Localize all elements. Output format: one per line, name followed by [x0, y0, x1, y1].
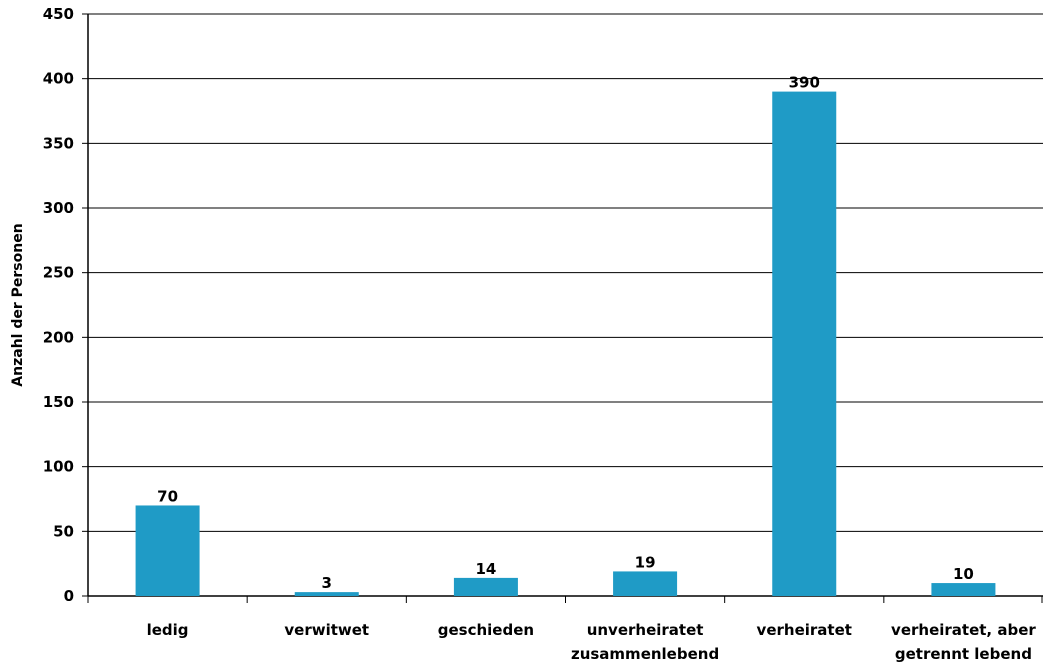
data-label: 70 [157, 487, 178, 505]
y-tick-label: 200 [43, 328, 74, 346]
y-tick-label: 300 [43, 199, 74, 217]
x-tick-label: unverheiratet zusammenlebend [571, 621, 719, 663]
y-tick-label: 350 [43, 134, 74, 152]
data-label: 19 [635, 553, 656, 571]
data-label: 390 [789, 74, 820, 92]
x-tick-label: verheiratet [757, 621, 852, 639]
bars [135, 91, 996, 596]
labels: 0 50 100 150 200 250 300 350 400 450 70 ledig 3 verwi… [43, 5, 1037, 663]
y-tick-label: 450 [43, 5, 74, 23]
x-tick-label: verwitwet [284, 621, 369, 639]
y-axis-title: Anzahl der Personen [10, 223, 26, 386]
x-tick-label: verheiratet, aber getrennt lebend [891, 621, 1036, 663]
bar [453, 577, 518, 596]
bar [135, 505, 200, 596]
bar [772, 91, 837, 596]
data-label: 14 [475, 560, 496, 578]
y-tick-label: 400 [43, 70, 74, 88]
y-tick-label: 250 [43, 264, 74, 282]
y-tick-label: 100 [43, 458, 74, 476]
axes [82, 13, 1043, 603]
gridlines [88, 13, 1043, 532]
y-tick-label: 0 [64, 587, 74, 605]
data-label: 10 [953, 565, 974, 583]
bar [931, 583, 996, 596]
x-tick-label: geschieden [438, 621, 534, 639]
bar [613, 571, 678, 596]
y-tick-label: 50 [53, 522, 74, 540]
x-tick-label: ledig [147, 621, 189, 639]
data-label: 3 [322, 574, 332, 592]
bar [294, 592, 359, 596]
y-tick-label: 150 [43, 393, 74, 411]
